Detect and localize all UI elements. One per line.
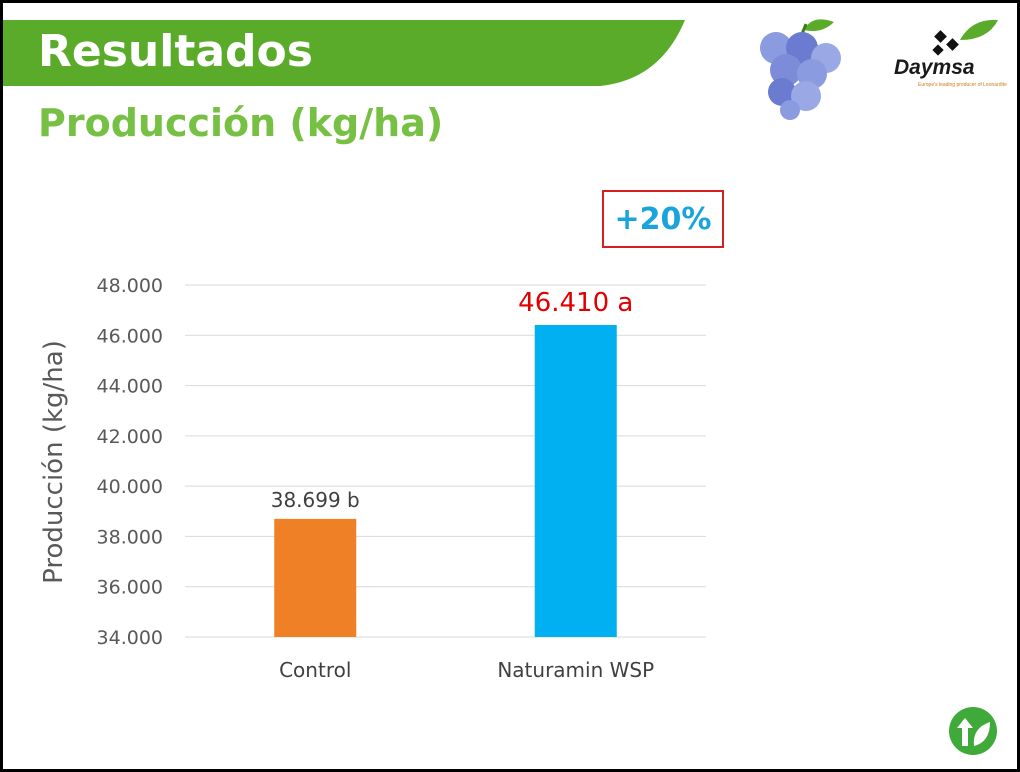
y-tick-label: 42.000 — [97, 426, 163, 448]
daymsa-logo: Daymsa Europe's leading producer of Leon… — [888, 18, 1014, 98]
data-label: 46.410 a — [518, 288, 633, 318]
x-tick-label: Naturamin WSP — [497, 658, 654, 682]
slide-subtitle: Producción (kg/ha) — [38, 101, 444, 145]
grape-cluster-icon — [760, 19, 841, 120]
y-tick-label: 48.000 — [97, 275, 163, 297]
slide-title: Resultados — [38, 26, 313, 77]
title-banner — [3, 20, 685, 86]
data-labels: 38.699 b 46.410 a — [271, 288, 634, 512]
y-tick-label: 34.000 — [97, 627, 163, 649]
bars — [274, 324, 617, 637]
y-tick-label: 44.000 — [97, 376, 163, 398]
logo-tagline: Europe's leading producer of Leonardite — [918, 82, 1007, 88]
y-tick-label: 36.000 — [97, 577, 163, 599]
y-axis-label: Producción (kg/ha) — [39, 340, 69, 584]
y-tick-label: 40.000 — [97, 476, 163, 498]
increase-badge: +20% — [602, 190, 724, 248]
data-label: 38.699 b — [271, 488, 360, 512]
x-tick-label: Control — [279, 658, 351, 682]
x-tick-labels: Control Naturamin WSP — [279, 658, 654, 682]
bar — [534, 324, 617, 637]
y-tick-label: 46.000 — [97, 325, 163, 347]
daymsa-logo-icon — [932, 19, 998, 56]
gridlines — [185, 284, 706, 638]
leaf-arrow-icon — [949, 707, 997, 755]
bar — [274, 518, 357, 637]
y-tick-labels: 34.000 36.000 38.000 40.000 42.000 44.000 46.0… — [97, 275, 163, 649]
logo-wordmark: Daymsa — [894, 56, 975, 79]
y-tick-label: 38.000 — [97, 526, 163, 548]
